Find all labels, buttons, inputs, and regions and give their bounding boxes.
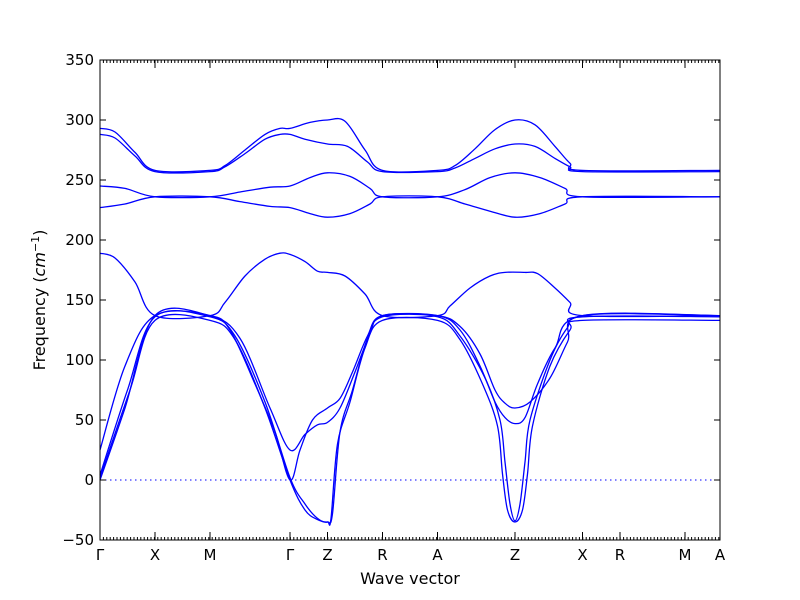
band-line-7 xyxy=(99,172,721,199)
band-line-6 xyxy=(99,195,721,218)
x-tick-label: R xyxy=(615,546,625,564)
y-tick-label: −50 xyxy=(62,531,94,549)
band-line-2 xyxy=(99,309,721,524)
x-tick-label: A xyxy=(715,546,726,564)
minor-ticks xyxy=(99,60,720,540)
x-tick-label: X xyxy=(150,546,160,564)
band-line-1 xyxy=(99,313,721,526)
x-tick-label: R xyxy=(377,546,387,564)
y-tick-label: 300 xyxy=(65,111,94,129)
y-axis-unit: cm xyxy=(30,252,49,276)
band-line-3 xyxy=(99,310,721,452)
x-tick-label: Z xyxy=(510,546,520,564)
band-line-4 xyxy=(99,307,721,481)
band-line-5 xyxy=(99,252,721,320)
band-line-8 xyxy=(99,133,721,174)
x-tick-label: A xyxy=(432,546,443,564)
y-tick-label: 350 xyxy=(65,51,94,69)
y-axis-label-text: Frequency xyxy=(30,288,49,371)
y-tick-label: 50 xyxy=(75,411,94,429)
x-tick-label: Γ xyxy=(286,546,295,564)
x-tick-label: X xyxy=(577,546,587,564)
y-axis-unit-exponent: −1 xyxy=(29,236,42,252)
x-tick-label: Γ xyxy=(96,546,105,564)
x-tick-label: Z xyxy=(322,546,332,564)
x-tick-label: M xyxy=(204,546,217,564)
y-tick-label: 250 xyxy=(65,171,94,189)
y-tick-label: 150 xyxy=(65,291,94,309)
band-line-9 xyxy=(99,117,721,173)
y-axis-ticks: −50 0 50 100 150 200 250 300 350 xyxy=(62,51,720,549)
y-tick-label: 0 xyxy=(84,471,94,489)
x-tick-label: M xyxy=(679,546,692,564)
phonon-bands xyxy=(99,117,721,526)
x-axis-label: Wave vector xyxy=(360,569,460,588)
plot-frame xyxy=(99,59,721,541)
y-tick-label: 200 xyxy=(65,231,94,249)
y-axis-label: Frequency (cm−1) xyxy=(29,230,49,371)
y-tick-label: 100 xyxy=(65,351,94,369)
